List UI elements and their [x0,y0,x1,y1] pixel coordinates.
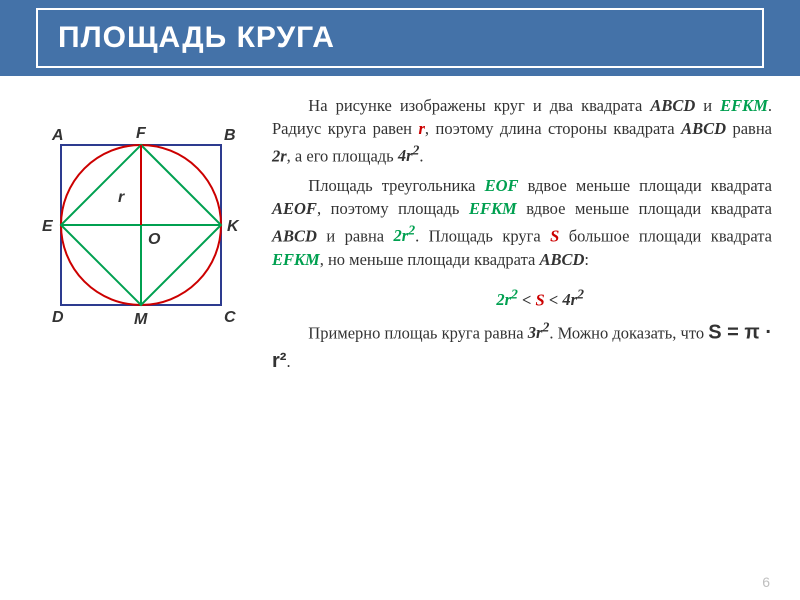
t: и [695,96,720,115]
t: Площадь треугольника [308,176,484,195]
t: 4r [562,290,577,309]
t: равна [726,119,772,138]
t: 4r [398,146,413,165]
ineq-2r2: 2r2 [496,290,518,309]
t: . Площадь круга [415,226,550,245]
efkm: EFKM [272,250,320,269]
text-column: На рисунке изображены круг и два квадрат… [272,94,772,381]
t: 3r [528,323,543,342]
banner-inner: ПЛОЩАДЬ КРУГА [36,8,764,68]
label-b: B [224,127,236,144]
four-r2: 4r2 [398,146,420,165]
t: вдвое меньше площади квадрата [517,199,772,218]
t: Примерно площаь круга равна [308,323,528,342]
label-f: F [136,125,147,142]
t: . Можно доказать, что [549,323,708,342]
t: , поэтому площадь [317,199,469,218]
t: 2r [394,226,409,245]
t: , а его площадь [287,146,398,165]
geometry-diagram: A B C D F E K M O r [28,102,254,348]
t: вдвое меньше площади квадрата [519,176,773,195]
page-title: ПЛОЩАДЬ КРУГА [58,21,335,55]
t: , но меньше площади квадрата [320,250,540,269]
lt: < [518,290,536,309]
aeof: AEOF [272,199,317,218]
label-r: r [118,189,125,206]
t: . [419,146,423,165]
content-area: A B C D F E K M O r На рисунке изображен… [0,76,800,381]
abcd: ABCD [650,96,695,115]
label-c: C [224,309,236,326]
t: , поэтому длина стороны квадрата [425,119,681,138]
efkm: EFKM [469,199,517,218]
t: . [286,352,290,371]
title-banner: ПЛОЩАДЬ КРУГА [0,0,800,76]
t: большое площади квадрата [559,226,772,245]
t: 2r [496,290,511,309]
diagram-column: A B C D F E K M O r [28,94,254,381]
efkm: EFKM [720,96,768,115]
t: и равна [317,226,394,245]
t: На рисунке изображены круг и два квадрат… [308,96,650,115]
label-o: O [148,231,161,248]
lt: < [545,290,563,309]
s: S [550,226,559,245]
t: : [584,250,589,269]
ineq-s: S [536,290,545,309]
label-m: M [134,311,148,328]
two-r: 2r [272,146,287,165]
label-d: D [52,309,64,326]
paragraph-3: Примерно площаь круга равна 3r2. Можно д… [272,318,772,375]
page-number: 6 [762,574,770,590]
abcd: ABCD [272,226,317,245]
label-a: A [51,127,64,144]
eof: EOF [485,176,519,195]
label-k: K [227,218,240,235]
paragraph-2: Площадь треугольника EOF вдвое меньше пл… [272,174,772,271]
three-r2: 3r2 [528,323,550,342]
inequality: 2r2 < S < 4r2 [272,285,772,312]
label-e: E [42,218,54,235]
abcd: ABCD [681,119,726,138]
paragraph-1: На рисунке изображены круг и два квадрат… [272,94,772,168]
two-r2: 2r2 [394,226,416,245]
abcd: ABCD [539,250,584,269]
ineq-4r2: 4r2 [562,290,584,309]
